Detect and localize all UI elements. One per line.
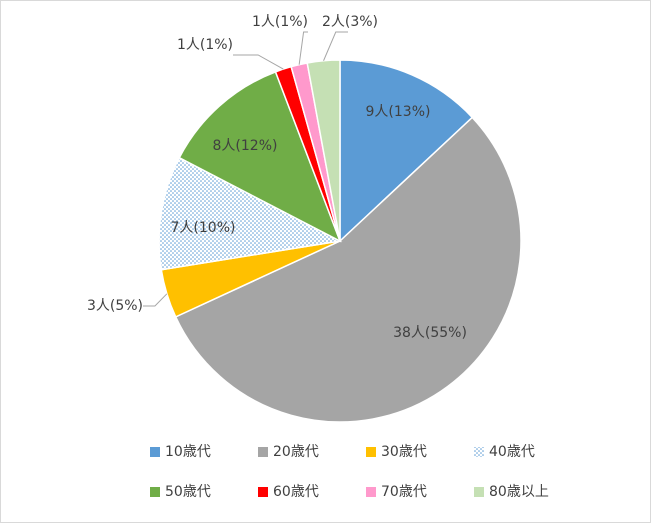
data-label: 1人(1%) <box>177 37 233 53</box>
legend-marker <box>366 447 376 457</box>
legend-marker <box>258 487 268 497</box>
legend-label: 80歳以上 <box>489 484 549 500</box>
legend-marker <box>366 487 376 497</box>
data-label: 38人(55%) <box>393 325 467 341</box>
leader-line <box>233 54 284 70</box>
data-label: 2人(3%) <box>322 14 378 30</box>
data-label: 1人(1%) <box>252 14 308 30</box>
legend-label: 10歳代 <box>165 444 211 460</box>
pie-slice <box>158 156 343 271</box>
data-label: 7人(10%) <box>171 220 236 236</box>
data-label: 3人(5%) <box>87 298 143 314</box>
pie-slice <box>174 116 522 423</box>
legend-marker <box>150 487 160 497</box>
data-label: 8人(12%) <box>213 138 278 154</box>
legend-marker <box>150 447 160 457</box>
pie-slice <box>178 70 342 243</box>
legend-label: 60歳代 <box>273 484 319 500</box>
legend-marker <box>258 447 268 457</box>
legend-label: 40歳代 <box>489 444 535 460</box>
legend-marker <box>474 447 484 457</box>
leader-line <box>323 31 348 61</box>
legend-label: 50歳代 <box>165 484 211 500</box>
data-label: 9人(13%) <box>366 104 431 120</box>
legend-label: 70歳代 <box>381 484 427 500</box>
leader-line <box>298 31 308 65</box>
pie-slice <box>339 59 474 243</box>
legend-label: 20歳代 <box>273 444 319 460</box>
leader-line <box>143 293 168 307</box>
legend-marker <box>474 487 484 497</box>
legend-label: 30歳代 <box>381 444 427 460</box>
